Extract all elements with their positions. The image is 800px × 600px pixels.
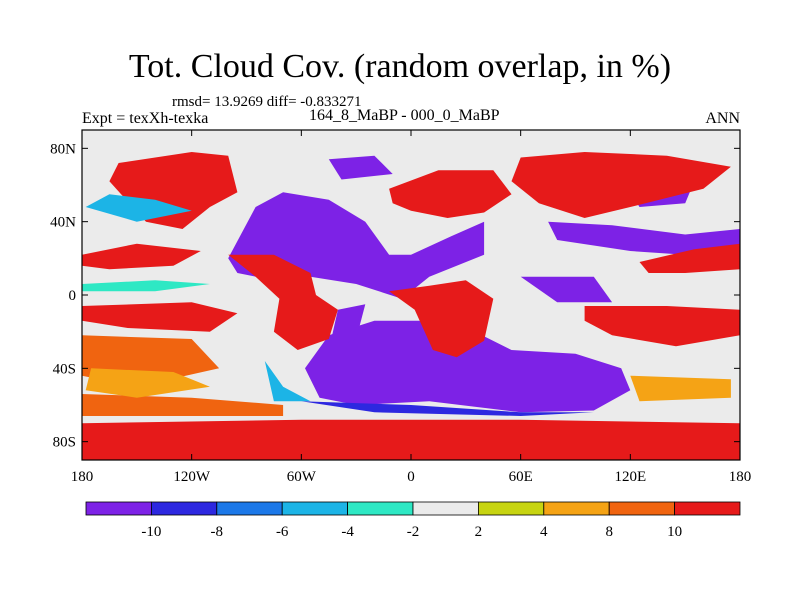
colorbar-swatch-7 <box>543 501 610 516</box>
anomaly-region-1 <box>305 320 631 413</box>
colorbar-label-7: 8 <box>605 524 613 540</box>
anomaly-region-14 <box>82 243 201 270</box>
colorbar: -10 -8 -6 -4 -2 2 4 8 10 <box>85 501 741 540</box>
colorbar-swatch-9 <box>674 501 741 516</box>
colorbar-swatch-4 <box>347 501 414 516</box>
anomaly-region-19 <box>85 368 210 398</box>
y-tick-label-4: 80S <box>53 435 76 451</box>
colorbar-label-0: -10 <box>141 524 161 540</box>
x-tick-label-3: 0 <box>407 469 415 485</box>
anomaly-region-16 <box>82 419 740 460</box>
map-plot-area <box>82 130 740 460</box>
colorbar-swatch-5 <box>412 501 479 516</box>
colorbar-label-4: -2 <box>407 524 420 540</box>
x-tick-label-5: 120E <box>614 469 646 485</box>
stats-line: rmsd= 13.9269 diff= -0.833271 <box>172 94 362 110</box>
anomaly-region-8 <box>228 254 338 350</box>
colorbar-swatch-3 <box>281 501 349 516</box>
colorbar-label-6: 4 <box>540 524 548 540</box>
anomaly-region-10 <box>389 170 512 218</box>
colorbar-label-3: -4 <box>341 524 354 540</box>
anomaly-region-23 <box>82 280 210 292</box>
case-label: 164_8_MaBP - 000_0_MaBP <box>309 107 500 124</box>
experiment-label: Expt = texXh-texka <box>82 110 209 127</box>
anomaly-region-9 <box>389 280 494 358</box>
colorbar-swatch-1 <box>150 501 218 516</box>
anomaly-region-24 <box>301 401 594 416</box>
x-tick-label-0: 180 <box>71 469 94 485</box>
x-tick-label-4: 60E <box>509 469 533 485</box>
anomaly-region-22 <box>264 361 311 402</box>
colorbar-swatch-6 <box>477 501 545 516</box>
colorbar-label-1: -8 <box>211 524 224 540</box>
x-tick-label-2: 60W <box>287 469 317 485</box>
x-axis: 180 120W 60W 0 60E 120E 180 <box>71 130 752 485</box>
anomaly-region-21 <box>85 194 192 222</box>
x-tick-label-1: 120W <box>173 469 211 485</box>
y-tick-label-3: 40S <box>53 361 76 377</box>
x-tick-label-6: 180 <box>729 469 752 485</box>
anomaly-region-15 <box>82 302 238 332</box>
colorbar-swatch-0 <box>85 501 152 516</box>
colorbar-swatch-2 <box>216 501 283 516</box>
colorbar-swatch-8 <box>608 501 676 516</box>
y-tick-label-1: 40N <box>50 215 76 231</box>
anomaly-region-5 <box>328 155 393 180</box>
anomaly-region-3 <box>328 304 366 350</box>
anomaly-region-20 <box>630 375 731 402</box>
season-label: ANN <box>705 110 740 127</box>
y-axis: 80N 40N 0 40S 80S <box>50 141 740 451</box>
colorbar-label-8: 10 <box>667 524 682 540</box>
y-tick-label-0: 80N <box>50 141 76 157</box>
anomaly-region-2 <box>548 221 740 255</box>
anomaly-region-13 <box>639 243 740 273</box>
anomaly-region-18 <box>82 394 284 416</box>
y-tick-label-2: 0 <box>69 288 77 304</box>
colorbar-label-2: -6 <box>276 524 289 540</box>
chart-title: Tot. Cloud Cov. (random overlap, in %) <box>128 48 672 85</box>
anomaly-region-4 <box>520 276 613 303</box>
anomaly-region-11 <box>511 152 731 218</box>
colorbar-label-5: 2 <box>475 524 483 540</box>
anomaly-region-12 <box>584 306 740 347</box>
